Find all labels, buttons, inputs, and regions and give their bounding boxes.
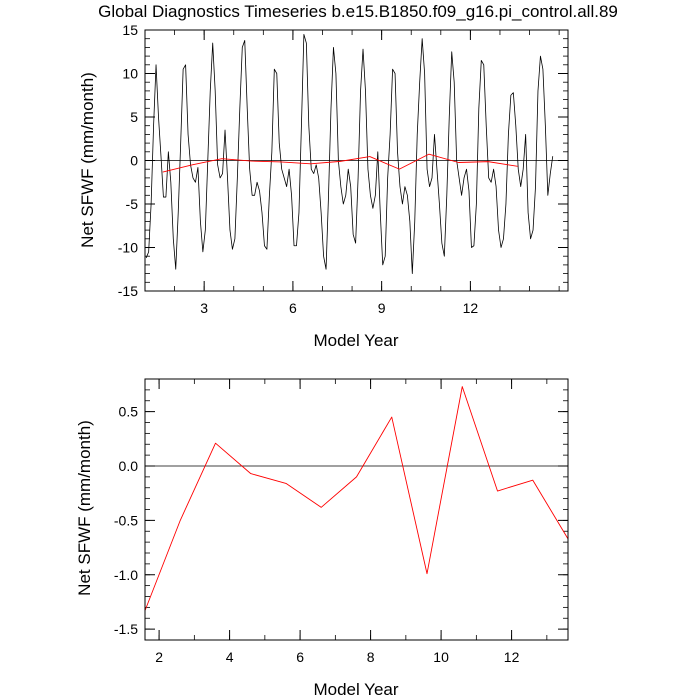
annual-panel-plot-frame [144, 378, 569, 641]
annual-panel-x-tick-label: 2 [155, 649, 163, 665]
annual-panel-xlabel: Model Year [313, 680, 398, 699]
annual-panel: Model Year Net SFWF (mm/month) 2 4 6 8 10 12 -… [75, 378, 569, 699]
monthly-panel-monthly-series-line [145, 33, 554, 275]
annual-panel-x-tick-label: 6 [296, 649, 304, 665]
annual-panel-y-tick-label: 0.0 [119, 458, 139, 474]
monthly-panel-y-tick-label: -10 [118, 240, 138, 256]
monthly-panel: Model Year Net SFWF (mm/month) 3 6 9 12 -15 -… [78, 22, 569, 350]
annual-panel-x-tick-label: 10 [433, 649, 449, 665]
monthly-panel-y-tick-label: 0 [130, 153, 138, 169]
monthly-panel-annual-series-line [162, 153, 518, 173]
annual-panel-annual-series-line [144, 386, 569, 611]
monthly-panel-x-tick-label: 12 [463, 300, 479, 316]
monthly-panel-y-tick-label: 10 [122, 66, 138, 82]
annual-panel-x-tick-label: 4 [226, 649, 234, 665]
monthly-panel-y-tick-label: 15 [122, 22, 138, 38]
monthly-panel-y-tick-label: -5 [126, 196, 139, 212]
monthly-panel-x-tick-label: 3 [200, 300, 208, 316]
annual-panel-x-tick-label: 12 [504, 649, 520, 665]
monthly-panel-x-tick-label: 6 [289, 300, 297, 316]
annual-panel-y-tick-label: -1.0 [114, 567, 138, 583]
monthly-panel-y-tick-label: 5 [130, 109, 138, 125]
monthly-panel-y-tick-label: -15 [118, 283, 138, 299]
annual-panel-ylabel: Net SFWF (mm/month) [75, 420, 94, 596]
annual-panel-x-tick-label: 8 [367, 649, 375, 665]
annual-panel-y-tick-label: -0.5 [114, 512, 138, 528]
monthly-panel-xlabel: Model Year [313, 331, 398, 350]
chart-title: Global Diagnostics Timeseries b.e15.B185… [98, 2, 618, 21]
annual-panel-y-tick-label: -1.5 [114, 621, 138, 637]
annual-panel-y-tick-label: 0.5 [119, 404, 139, 420]
monthly-panel-ylabel: Net SFWF (mm/month) [78, 72, 97, 248]
monthly-panel-x-tick-label: 9 [378, 300, 386, 316]
monthly-panel-plot-frame [144, 29, 569, 292]
